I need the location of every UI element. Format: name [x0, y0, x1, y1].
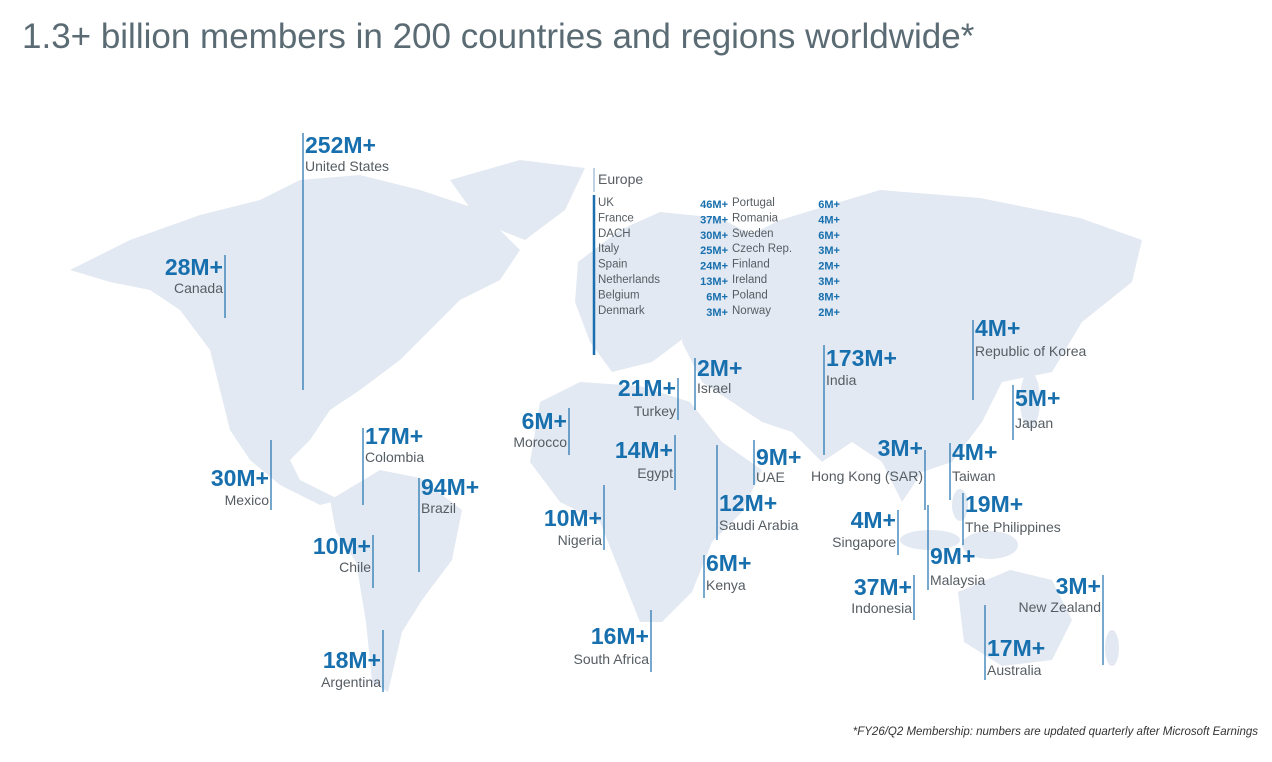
europe-value: 30M+: [700, 230, 728, 242]
europe-name: Netherlands: [598, 274, 660, 286]
region-name: Israel: [697, 380, 731, 396]
europe-name: DACH: [598, 228, 631, 240]
europe-value: 13M+: [700, 276, 728, 288]
europe-name: Portugal: [732, 197, 775, 209]
europe-value: 6M+: [818, 199, 840, 211]
region-name: Egypt: [637, 465, 673, 481]
europe-value: 37M+: [700, 214, 728, 226]
region-value: 21M+: [618, 375, 676, 401]
europe-value: 8M+: [818, 291, 840, 303]
europe-name: Denmark: [598, 305, 645, 317]
europe-value: 6M+: [706, 291, 728, 303]
europe-value: 4M+: [818, 214, 840, 226]
europe-value: 2M+: [818, 261, 840, 273]
region-value: 3M+: [878, 435, 923, 461]
region-name: Hong Kong (SAR): [811, 468, 923, 484]
region-name: Australia: [987, 662, 1042, 678]
europe-name: Finland: [732, 259, 770, 271]
region-name: Colombia: [365, 449, 424, 465]
region-name: New Zealand: [1019, 599, 1102, 615]
europe-name: UK: [598, 197, 614, 209]
region-value: 10M+: [313, 533, 371, 559]
region-value: 2M+: [697, 355, 742, 381]
europe-value: 6M+: [818, 230, 840, 242]
region-value: 4M+: [975, 315, 1020, 341]
page-title: 1.3+ billion members in 200 countries an…: [22, 17, 975, 56]
europe-name: Ireland: [732, 274, 767, 286]
region-name: India: [826, 372, 857, 388]
region-value: 14M+: [615, 437, 673, 463]
region-name: Turkey: [634, 403, 676, 419]
region-value: 28M+: [165, 254, 223, 280]
region-value: 6M+: [522, 408, 567, 434]
region-name: Malaysia: [930, 572, 985, 588]
region-name: The Philippines: [965, 519, 1061, 535]
region-value: 12M+: [719, 490, 777, 516]
region-value: 173M+: [826, 345, 897, 371]
region-value: 30M+: [211, 465, 269, 491]
region-name: Nigeria: [558, 532, 603, 548]
region-value: 94M+: [421, 474, 479, 500]
region-name: Argentina: [321, 674, 381, 690]
europe-value: 24M+: [700, 261, 728, 273]
europe-name: France: [598, 212, 634, 224]
region-value: 10M+: [544, 505, 602, 531]
region-name: Kenya: [706, 577, 746, 593]
region-name: Mexico: [225, 492, 270, 508]
region-name: Singapore: [832, 534, 896, 550]
europe-name: Spain: [598, 259, 627, 271]
region-name: South Africa: [574, 651, 650, 667]
region-value: 4M+: [952, 439, 997, 465]
europe-name: Italy: [598, 243, 619, 255]
region-value: 17M+: [987, 635, 1045, 661]
region-value: 9M+: [756, 444, 801, 470]
europe-value: 46M+: [700, 199, 728, 211]
region-value: 6M+: [706, 550, 751, 576]
region-value: 18M+: [323, 647, 381, 673]
region-name: Morocco: [513, 434, 567, 450]
region-name: Brazil: [421, 500, 456, 516]
region-name: Saudi Arabia: [719, 517, 799, 533]
europe-name: Sweden: [732, 228, 774, 240]
europe-value: 3M+: [818, 276, 840, 288]
europe-value: 2M+: [818, 307, 840, 319]
europe-title: Europe: [598, 171, 643, 187]
region-value: 37M+: [854, 574, 912, 600]
europe-name: Belgium: [598, 289, 640, 301]
region-value: 16M+: [591, 623, 649, 649]
region-value: 19M+: [965, 491, 1023, 517]
europe-name: Romania: [732, 212, 779, 224]
europe-name: Czech Rep.: [732, 243, 792, 255]
region-value: 252M+: [305, 132, 376, 158]
footnote: *FY26/Q2 Membership: numbers are updated…: [853, 726, 1258, 738]
region-name: United States: [305, 158, 389, 174]
region-value: 9M+: [930, 543, 975, 569]
europe-name: Poland: [732, 289, 768, 301]
region-name: Chile: [339, 559, 371, 575]
europe-value: 3M+: [818, 245, 840, 257]
region-name: UAE: [756, 469, 785, 485]
region-value: 3M+: [1056, 573, 1101, 599]
europe-value: 3M+: [706, 307, 728, 319]
region-name: Republic of Korea: [975, 343, 1087, 359]
region-name: Canada: [174, 280, 223, 296]
region-name: Indonesia: [851, 600, 912, 616]
europe-value: 25M+: [700, 245, 728, 257]
region-value: 17M+: [365, 423, 423, 449]
europe-name: Norway: [732, 305, 771, 317]
region-value: 4M+: [851, 507, 896, 533]
region-name: Japan: [1015, 415, 1053, 431]
region-name: Taiwan: [952, 468, 996, 484]
region-value: 5M+: [1015, 385, 1060, 411]
